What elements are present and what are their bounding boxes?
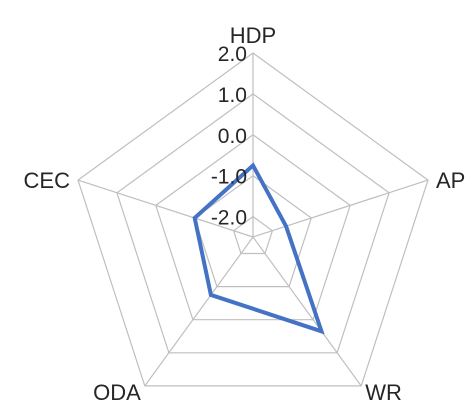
- axis-spoke: [77, 179, 254, 238]
- grid-ring: [77, 52, 429, 387]
- grid-ring: [116, 93, 390, 354]
- axis-label-ap: AP: [436, 168, 465, 193]
- radial-tick-labels: -2.0 -1.0 0.0 1.0 2.0: [211, 43, 247, 230]
- axis-spoke: [252, 236, 362, 387]
- axis-spoke: [252, 179, 429, 238]
- grid-ring: [155, 134, 351, 321]
- radar-series-layer: [192, 162, 325, 335]
- axis-label-wr: WR: [365, 380, 402, 405]
- grid-ring: [232, 215, 274, 255]
- tick-label: -1.0: [211, 166, 247, 189]
- axis-spoke: [144, 236, 254, 387]
- tick-label: 2.0: [218, 43, 247, 66]
- axis-label-hdp: HDP: [230, 23, 276, 48]
- tick-label: 0.0: [218, 125, 247, 148]
- axis-label-oda: ODA: [93, 380, 141, 405]
- axis-labels: HDP AP WR ODA CEC: [24, 23, 466, 405]
- radar-grid: [77, 52, 429, 387]
- series-polygon: [192, 162, 325, 335]
- tick-label: -2.0: [211, 207, 247, 230]
- axis-label-cec: CEC: [24, 168, 71, 193]
- tick-label: 1.0: [218, 84, 247, 107]
